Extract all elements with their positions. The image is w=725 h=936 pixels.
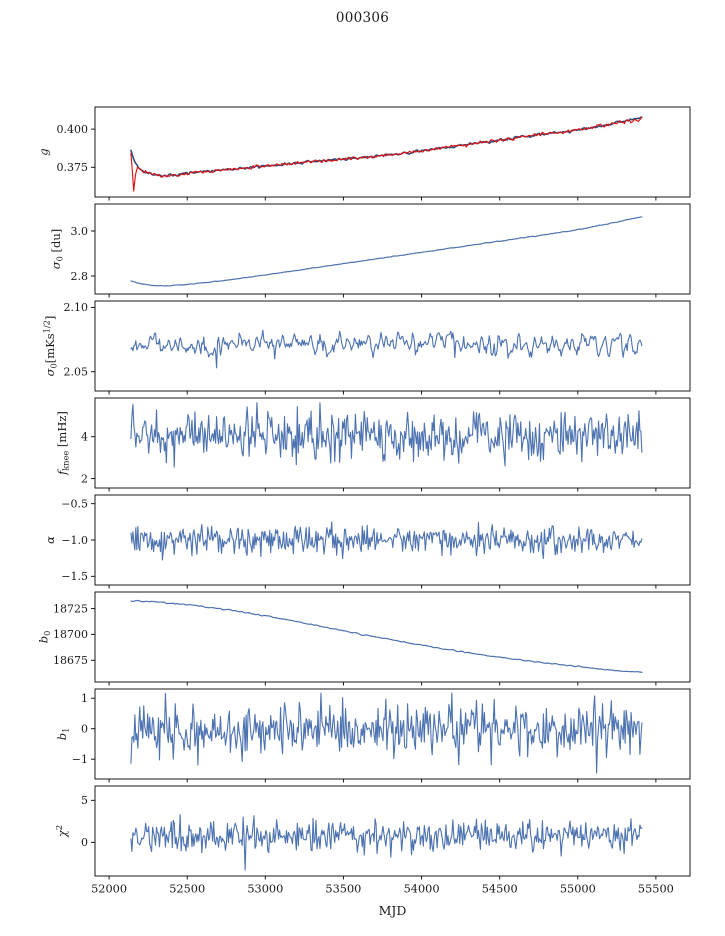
y-axis-label-part: 1 (61, 728, 71, 733)
y-axis-label-part: 1/2 (42, 320, 52, 333)
y-axis-label-part: f (55, 469, 69, 476)
series-sigma0-du (130, 216, 643, 287)
y-axis-label-b0: b0 (37, 631, 53, 644)
figure-title: 000306 (335, 10, 390, 26)
y-axis-label-sigma0-mk: σ0[mKs1/2] (42, 316, 59, 377)
series-sigma0-mk (130, 329, 643, 369)
x-tick-label: 52500 (169, 883, 205, 896)
series-gain-data (130, 116, 643, 192)
y-axis-label-part: σ (49, 260, 63, 269)
y-axis-label-part: χ (55, 829, 69, 838)
y-axis-label-part: knee (61, 451, 71, 471)
x-tick-label: 54000 (404, 883, 440, 896)
y-axis-label-part: 0 (42, 631, 52, 636)
x-tick-label: 54500 (482, 883, 518, 896)
y-tick-label: 2.10 (64, 301, 89, 314)
y-tick-label: 18725 (53, 602, 88, 615)
y-tick-label: 5 (81, 794, 88, 807)
y-tick-label: 3.0 (71, 225, 89, 238)
y-tick-label: −1.5 (61, 570, 88, 583)
y-tick-label: −0.5 (61, 498, 88, 511)
panel-frame (94, 688, 691, 780)
y-tick-label: 0.375 (57, 161, 89, 174)
y-axis-label-part: α (43, 536, 57, 544)
x-axis-label: MJD (378, 903, 407, 918)
y-tick-label: −1.0 (61, 534, 88, 547)
y-tick-label: 1 (81, 692, 88, 705)
y-tick-label: 18675 (53, 654, 88, 667)
y-axis-label-sigma0-du: σ0 [du] (49, 229, 65, 269)
y-tick-label: −1 (72, 753, 88, 766)
y-axis-label-g: g (37, 148, 51, 155)
series-chi2 (130, 814, 643, 871)
panel-b0: 18675 18700 18725 b0 (37, 591, 691, 686)
x-tick-label: 53500 (325, 883, 361, 896)
panel-frame (94, 397, 691, 489)
y-axis-label-part: g (37, 148, 51, 155)
panel-sigma0-mk: 2.05 2.10 σ0[mKs1/2] (42, 300, 691, 395)
series-b1 (130, 692, 643, 774)
panel-g: 0.375 0.400 g (37, 106, 691, 201)
y-tick-label: 0 (81, 723, 88, 736)
y-axis-label-part: b (37, 636, 51, 643)
y-axis-label-chi2: χ2 (54, 825, 69, 838)
y-axis-label-part: [mKs (43, 333, 57, 363)
y-tick-label: 2.05 (64, 366, 89, 379)
y-tick-label: 2.8 (71, 270, 89, 283)
panel-sigma0-du: 2.8 3.0 σ0 [du] (49, 203, 691, 298)
y-axis-label-part: [du] (49, 229, 63, 256)
y-axis-label-part: σ (43, 367, 57, 376)
series-b0 (130, 599, 643, 673)
y-tick-label: 0.400 (57, 123, 89, 136)
y-tick-label: 2 (81, 472, 88, 485)
y-axis-label-b1: b1 (55, 728, 71, 741)
panel-frame (94, 785, 691, 877)
panel-frame (94, 591, 691, 683)
y-tick-label: 4 (81, 431, 88, 444)
y-axis-label-part: 0 (55, 256, 65, 261)
x-tick-label: 55000 (560, 883, 596, 896)
series-fknee (130, 402, 643, 468)
y-axis-label-fknee: fknee [mHz] (55, 411, 71, 476)
y-axis-label-alpha: α (43, 536, 57, 544)
panel-alpha: −0.5 −1.0 −1.5 α (43, 494, 691, 589)
panel-fknee: 2 4 fknee [mHz] (55, 397, 691, 492)
y-axis-label-part: ] (43, 316, 57, 321)
x-tick-label: 53000 (247, 883, 283, 896)
x-tick-label: 55500 (638, 883, 674, 896)
panel-frame (94, 106, 691, 198)
y-axis-label-part: 0 (48, 363, 58, 368)
y-tick-label: 18700 (53, 628, 88, 641)
panel-chi2: 52000 52500 53000 53500 54000 54500 55000 55500… (54, 785, 691, 896)
y-axis-label-part: [mHz] (55, 411, 69, 451)
panel-frame (94, 300, 691, 392)
x-tick-label: 52000 (91, 883, 127, 896)
series-alpha (130, 521, 643, 561)
y-axis-label-part: b (55, 733, 69, 740)
y-axis-label-part: 2 (54, 825, 64, 830)
y-tick-label: 0 (81, 836, 88, 849)
panel-frame (94, 203, 691, 295)
